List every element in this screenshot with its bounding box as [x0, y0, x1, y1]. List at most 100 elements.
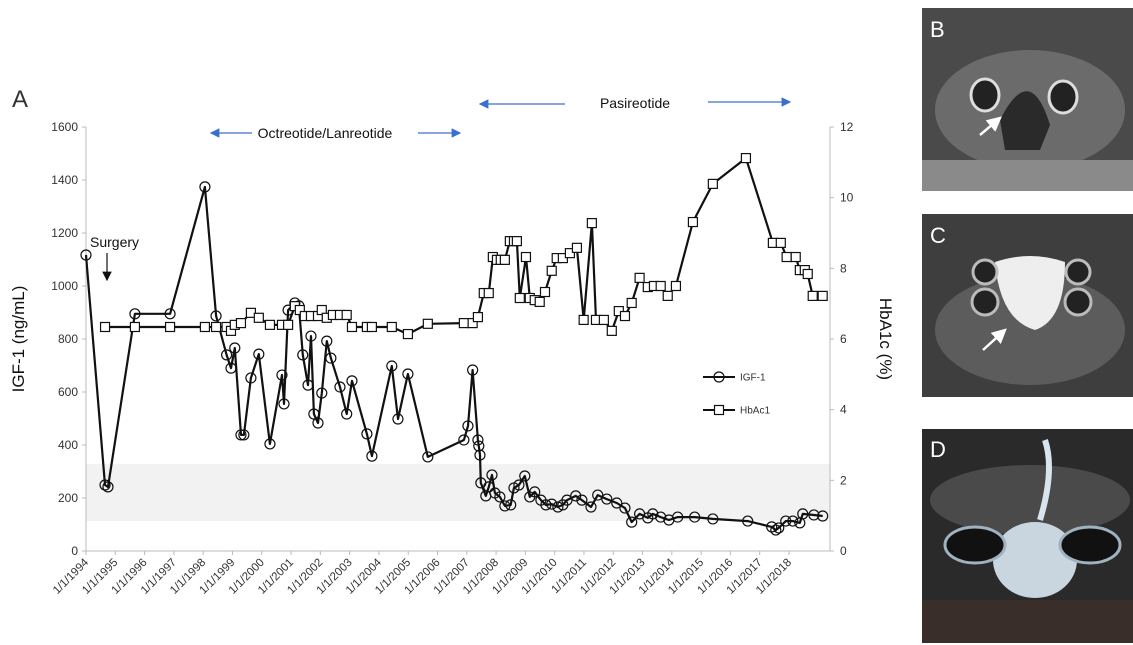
data-point [513, 479, 525, 491]
data-point [129, 321, 141, 333]
data-point [467, 364, 479, 376]
data-point [564, 248, 575, 259]
legend-label: HbAc1 [740, 406, 770, 417]
y-tick-label: 400 [58, 438, 78, 452]
data-point [494, 491, 506, 503]
data-point [210, 310, 222, 322]
legend-marker [713, 404, 725, 416]
data-point [546, 498, 558, 510]
y2-tick-label: 8 [840, 261, 847, 275]
data-point [655, 511, 667, 523]
data-point [361, 428, 373, 440]
data-point [366, 450, 378, 462]
data-point [571, 242, 583, 253]
data-point [102, 481, 114, 493]
data-point [539, 286, 551, 298]
y-tick-label: 1600 [51, 120, 78, 134]
panel-label: B [930, 17, 945, 42]
data-point [308, 408, 320, 420]
y-tick-label: 1400 [51, 173, 78, 187]
data-point [486, 469, 498, 481]
data-point [505, 499, 517, 511]
data-point [386, 360, 398, 372]
data-point [740, 152, 752, 164]
legend-marker [713, 371, 725, 383]
data-point [210, 321, 222, 333]
data-point [199, 321, 211, 333]
data-point [626, 516, 638, 528]
data-point [472, 311, 484, 323]
data-point [253, 312, 264, 323]
data-point [253, 348, 265, 360]
data-point [790, 251, 801, 263]
mri-panel-d [922, 429, 1133, 643]
data-point [707, 513, 719, 525]
y-tick-label: 600 [58, 385, 78, 399]
data-point [467, 318, 478, 329]
data-point [787, 515, 799, 527]
data-point [474, 449, 486, 461]
data-point [808, 509, 820, 521]
data-point [655, 280, 666, 292]
data-point [647, 508, 659, 520]
mri-panel-b [922, 8, 1133, 191]
y2-tick-label: 0 [840, 544, 847, 558]
data-point [235, 318, 247, 329]
data-point [592, 489, 604, 501]
legend-label: IGF-1 [740, 373, 766, 384]
y-tick-label: 0 [71, 544, 78, 558]
data-point [707, 178, 718, 189]
data-point [346, 321, 358, 333]
data-point [817, 290, 828, 301]
panel-label: C [930, 223, 946, 248]
data-point [245, 372, 257, 384]
data-point [689, 511, 701, 523]
data-point [483, 481, 495, 493]
data-point [499, 254, 510, 265]
data-point [422, 318, 433, 329]
mri-panel-c [922, 214, 1133, 397]
data-point [276, 369, 288, 381]
data-point [585, 501, 597, 513]
data-point [601, 493, 613, 505]
data-point [199, 181, 211, 193]
y2-axis-title: HbA1c (%) [876, 298, 895, 380]
data-point [458, 318, 469, 329]
data-point [483, 287, 494, 299]
data-point [552, 501, 564, 513]
data-point [278, 398, 290, 410]
data-point [334, 381, 346, 393]
data-point [687, 216, 699, 228]
data-point [341, 408, 353, 420]
panel-label: A [12, 86, 28, 113]
data-point [770, 524, 782, 536]
annotation: Octreotide/Lanreotide [258, 125, 393, 141]
data-point [264, 438, 276, 450]
data-point [511, 236, 522, 247]
data-point [797, 508, 809, 520]
data-point [235, 429, 247, 441]
data-point [802, 268, 813, 280]
data-point [499, 500, 511, 512]
data-point [611, 497, 623, 509]
data-point [578, 314, 589, 326]
data-point [540, 499, 552, 511]
data-point [164, 321, 176, 333]
data-point [520, 251, 532, 263]
data-point [817, 510, 829, 522]
data-point [458, 434, 470, 446]
annotation: Surgery [90, 234, 139, 250]
data-point [529, 486, 541, 498]
data-point [670, 280, 682, 292]
data-point [302, 379, 314, 391]
y-tick-label: 1200 [51, 226, 78, 240]
data-point [519, 470, 531, 482]
data-point [386, 321, 397, 333]
data-point [570, 490, 582, 502]
data-point [619, 310, 631, 322]
data-point [325, 352, 337, 364]
data-point [129, 308, 141, 320]
data-point [283, 319, 294, 330]
data-point [672, 511, 684, 523]
